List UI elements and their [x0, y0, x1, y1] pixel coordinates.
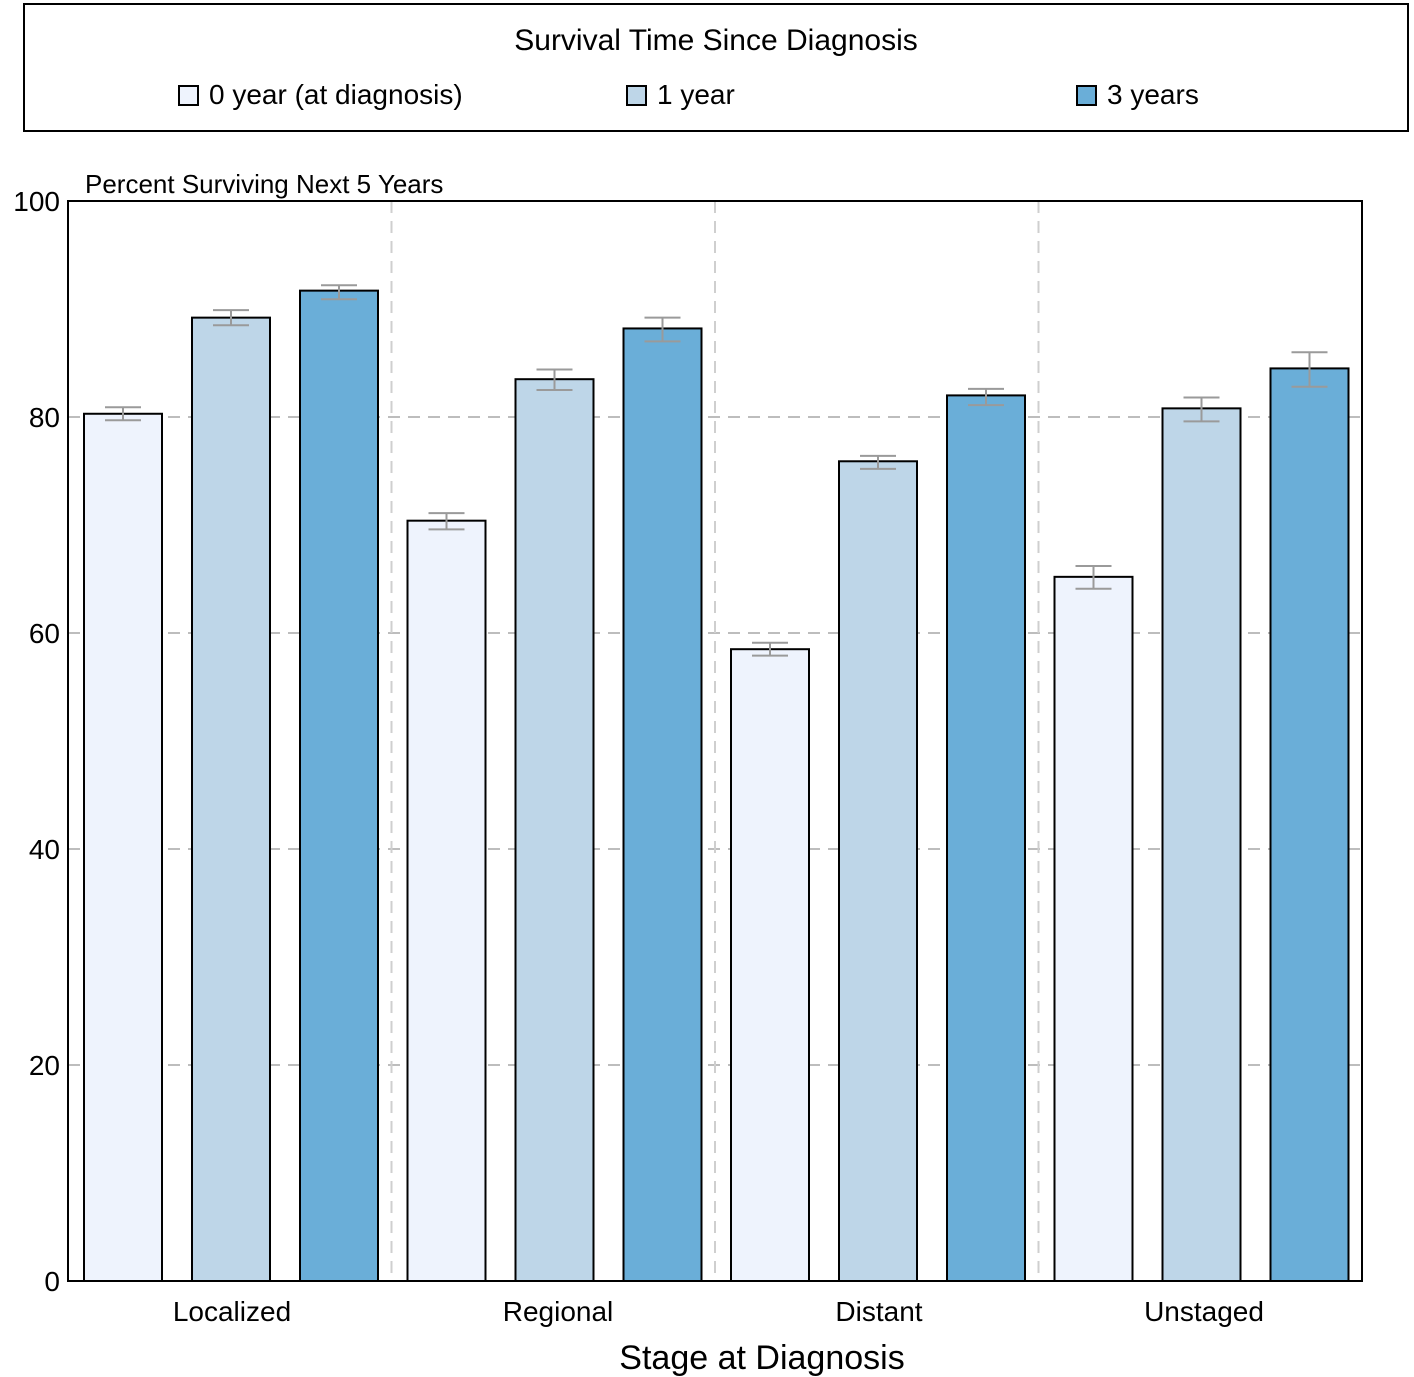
- x-tick-label-localized: Localized: [173, 1296, 291, 1327]
- x-tick-label-regional: Regional: [503, 1296, 614, 1327]
- legend-title: Survival Time Since Diagnosis: [514, 24, 918, 57]
- bars: [83, 289, 1350, 1282]
- bar-regional-s0: [406, 519, 487, 1282]
- y-tick-label-0: 0: [44, 1266, 60, 1297]
- error-bar-distant-s2: [968, 387, 1004, 407]
- bar-unstaged-s2: [1269, 367, 1350, 1282]
- legend-item-3-years: 3 years: [1076, 78, 1199, 112]
- legend-item-0-year: 0 year (at diagnosis): [178, 78, 463, 112]
- bar-localized-s0: [83, 412, 163, 1282]
- grid-lines: [68, 201, 1362, 1281]
- y-tick-label-80: 80: [29, 402, 60, 433]
- legend-label-0-year: 0 year (at diagnosis): [209, 79, 463, 110]
- bar-unstaged-s0: [1053, 575, 1134, 1282]
- y-tick-label-60: 60: [29, 618, 60, 649]
- bar-localized-s2: [299, 289, 379, 1282]
- bar-distant-s1: [838, 460, 918, 1282]
- legend-swatch-1-year: [626, 85, 647, 106]
- legend: Survival Time Since Diagnosis 0 year (at…: [23, 3, 1409, 132]
- x-tick-label-unstaged: Unstaged: [1144, 1296, 1264, 1327]
- x-axis-title: Stage at Diagnosis: [619, 1339, 904, 1377]
- bar-localized-s1: [191, 316, 271, 1282]
- y-axis-caption: Percent Surviving Next 5 Years: [85, 169, 443, 199]
- error-bars: [105, 284, 1328, 657]
- error-bar-distant-s1: [860, 454, 896, 470]
- y-tick-label-20: 20: [29, 1050, 60, 1081]
- x-tick-label-distant: Distant: [835, 1296, 922, 1327]
- bar-regional-s2: [622, 327, 703, 1282]
- error-bar-regional-s1: [536, 368, 573, 391]
- error-bar-localized-s0: [105, 406, 141, 422]
- legend-label-3-years: 3 years: [1107, 79, 1199, 110]
- error-bar-localized-s2: [321, 284, 357, 301]
- error-bar-unstaged-s0: [1075, 565, 1112, 590]
- error-bar-unstaged-s2: [1291, 351, 1328, 388]
- error-bar-unstaged-s1: [1183, 396, 1220, 423]
- error-bar-regional-s2: [644, 316, 681, 343]
- axis-ticks: 0 20 40 60 80 100 Localized Regional Distant Unst…: [13, 186, 1264, 1327]
- y-tick-label-40: 40: [29, 834, 60, 865]
- bar-distant-s0: [730, 648, 810, 1282]
- legend-item-1-year: 1 year: [626, 78, 735, 112]
- bar-regional-s1: [514, 378, 595, 1282]
- error-bar-localized-s1: [213, 309, 249, 327]
- bar-unstaged-s1: [1161, 407, 1242, 1282]
- bar-distant-s2: [946, 394, 1026, 1282]
- y-tick-label-100: 100: [13, 186, 60, 217]
- legend-swatch-3-years: [1076, 85, 1097, 106]
- legend-swatch-0-year: [178, 85, 199, 106]
- error-bar-distant-s0: [752, 641, 788, 657]
- error-bar-regional-s0: [428, 512, 465, 531]
- plot-frame: [67, 200, 1363, 1282]
- legend-label-1-year: 1 year: [657, 79, 735, 110]
